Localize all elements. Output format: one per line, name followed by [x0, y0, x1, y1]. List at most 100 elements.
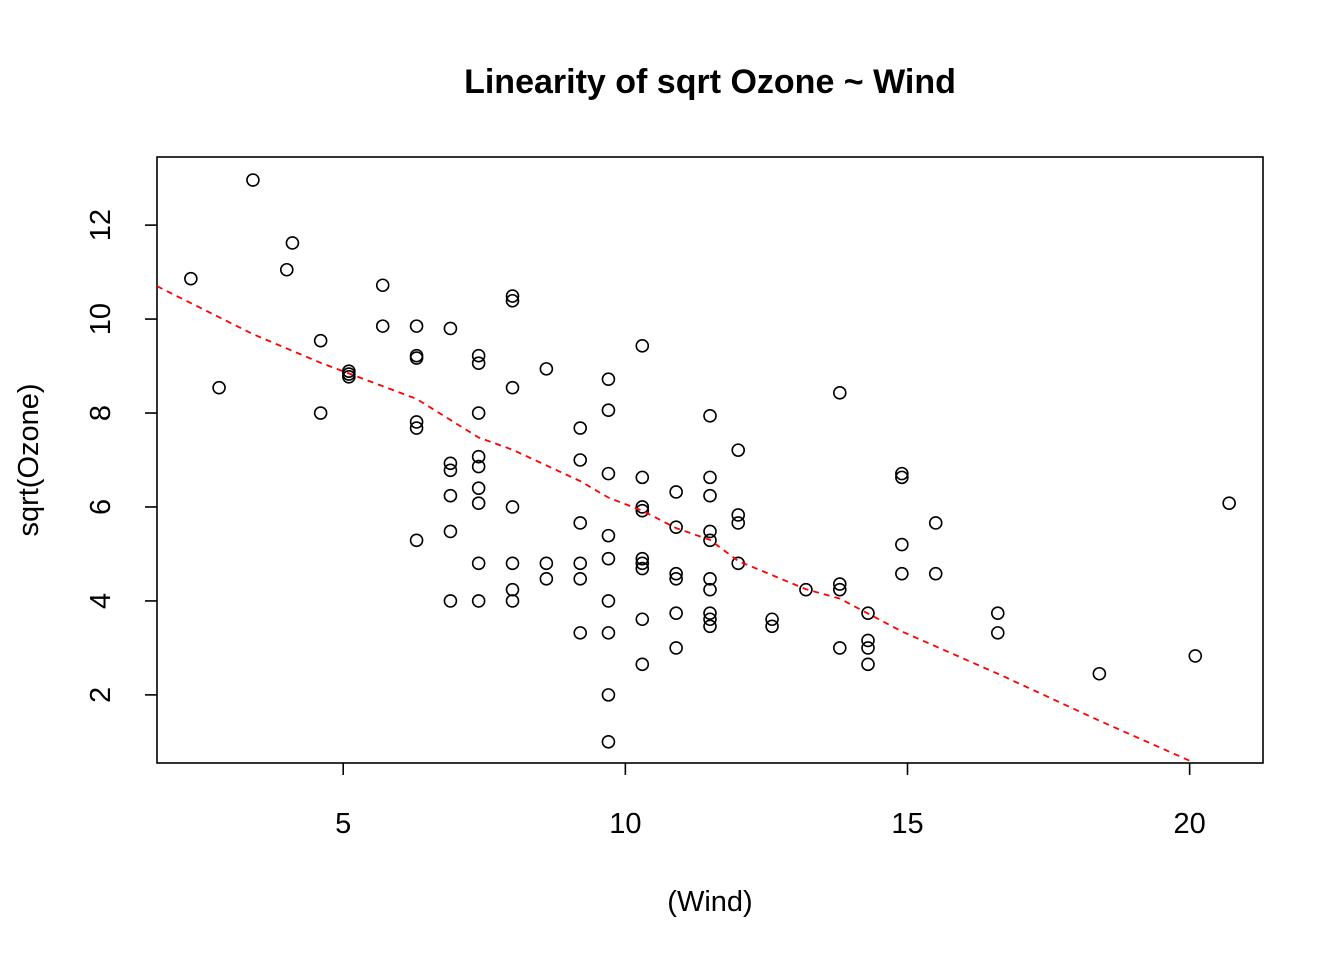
data-point — [375, 319, 390, 333]
data-point — [601, 688, 616, 702]
data-point — [443, 321, 458, 336]
data-point — [471, 459, 486, 474]
data-point — [635, 657, 650, 672]
data-point — [635, 561, 650, 576]
data-point — [703, 619, 717, 634]
data-point — [443, 488, 458, 503]
trend-line-group — [156, 285, 1190, 762]
data-point — [1222, 496, 1236, 511]
data-point — [471, 449, 486, 464]
data-point — [703, 409, 717, 423]
data-point — [1092, 666, 1107, 681]
data-point — [443, 463, 458, 478]
data-points — [184, 173, 1236, 749]
data-point — [505, 556, 520, 571]
data-point — [928, 516, 943, 530]
data-point — [601, 594, 616, 608]
data-point — [601, 735, 616, 749]
x-axis: 5 10 15 20 — [335, 763, 1206, 840]
data-point — [573, 626, 588, 640]
data-point — [703, 612, 717, 627]
data-point — [731, 508, 746, 522]
data-point — [573, 453, 588, 467]
data-point — [409, 533, 424, 548]
data-point — [539, 572, 554, 586]
data-point — [471, 348, 486, 363]
plot-frame — [156, 156, 1264, 764]
data-point — [669, 520, 683, 534]
data-point — [703, 533, 717, 548]
data-point — [313, 333, 328, 348]
data-point — [990, 626, 1005, 640]
data-point — [505, 289, 520, 303]
data-point — [375, 278, 390, 293]
data-point — [635, 503, 650, 518]
data-point — [731, 443, 746, 457]
y-tick-label: 8 — [85, 405, 117, 421]
data-point — [184, 271, 198, 286]
data-point — [799, 582, 813, 597]
data-point — [443, 594, 458, 608]
data-point — [539, 362, 554, 376]
x-tick-label: 10 — [609, 808, 641, 840]
y-tick-label: 2 — [85, 687, 117, 703]
data-point — [861, 633, 875, 648]
data-point — [832, 582, 847, 597]
data-point — [573, 516, 588, 530]
data-point — [573, 421, 588, 435]
data-point — [471, 406, 486, 420]
data-point — [1188, 649, 1203, 663]
data-point — [471, 556, 486, 571]
data-point — [313, 406, 328, 420]
data-point — [635, 551, 650, 566]
data-point — [861, 657, 875, 672]
data-point — [539, 556, 554, 571]
data-point — [928, 566, 943, 581]
data-point — [669, 566, 683, 581]
data-point — [505, 500, 520, 514]
data-point — [861, 641, 875, 655]
data-point — [285, 236, 300, 250]
data-point — [635, 556, 650, 571]
data-point — [832, 577, 847, 591]
data-point — [990, 606, 1005, 620]
y-tick-label: 4 — [85, 593, 117, 609]
data-point — [471, 481, 486, 495]
data-point — [505, 582, 520, 597]
data-point — [669, 572, 683, 586]
data-point — [601, 528, 616, 543]
data-point — [409, 421, 424, 435]
data-point — [601, 466, 616, 481]
data-point — [246, 173, 260, 187]
data-point — [471, 356, 486, 371]
chart-title: Linearity of sqrt Ozone ~ Wind — [464, 63, 956, 101]
data-point — [895, 466, 909, 481]
data-point — [731, 516, 746, 530]
y-tick-label: 10 — [85, 303, 117, 335]
data-point — [573, 572, 588, 586]
data-point — [635, 470, 650, 485]
data-point — [703, 524, 717, 539]
data-point — [703, 582, 717, 597]
data-point — [895, 470, 909, 485]
x-axis-label: (Wind) — [667, 886, 752, 918]
data-point — [443, 524, 458, 539]
data-point — [443, 456, 458, 471]
data-point — [471, 594, 486, 608]
data-point — [409, 319, 424, 333]
y-tick-label: 6 — [85, 499, 117, 515]
data-point — [669, 485, 683, 499]
data-point — [573, 556, 588, 571]
data-point — [505, 380, 520, 395]
data-point — [471, 496, 486, 511]
data-point — [505, 594, 520, 608]
data-point — [635, 612, 650, 627]
data-point — [601, 626, 616, 640]
data-point — [409, 415, 424, 429]
x-tick-label: 5 — [335, 808, 351, 840]
data-point — [342, 370, 356, 384]
data-point — [765, 612, 779, 627]
data-point — [505, 293, 520, 308]
data-point — [669, 641, 683, 655]
